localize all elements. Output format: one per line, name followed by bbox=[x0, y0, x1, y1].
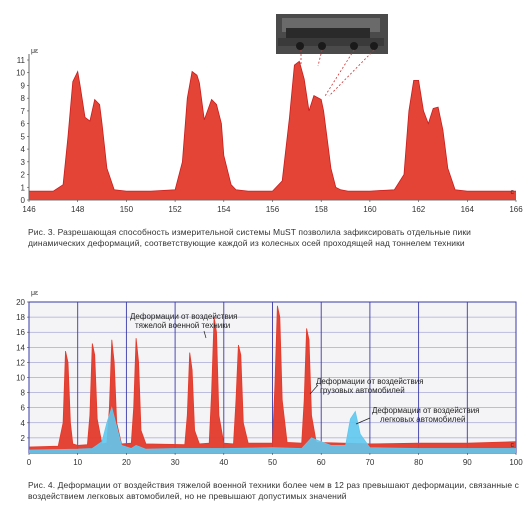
ytick-label: 18 bbox=[16, 313, 25, 322]
xtick-label: 158 bbox=[315, 205, 329, 214]
ytick-label: 2 bbox=[21, 171, 26, 180]
ytick-label: 4 bbox=[21, 145, 26, 154]
xtick-label: 150 bbox=[120, 205, 134, 214]
ytick-label: 5 bbox=[21, 132, 26, 141]
chart-wheel-axle-peaks: 0 1 2 3 4 5 6 7 8 9 10 11 146 148 150 152 154 156 158 160 16… bbox=[16, 48, 523, 214]
series-line-0 bbox=[28, 305, 517, 448]
annotation-trucks: Деформации от воздействия грузовых автом… bbox=[316, 377, 426, 395]
xtick-label: 164 bbox=[461, 205, 475, 214]
xtick-label: 166 bbox=[509, 205, 523, 214]
ytick-label: 11 bbox=[17, 56, 26, 65]
annotations: Деформации от воздействия тяжелой военно… bbox=[130, 312, 482, 425]
xtick-label: 40 bbox=[219, 458, 228, 467]
ytick-label: 2 bbox=[21, 434, 26, 443]
xtick-label: 152 bbox=[168, 205, 182, 214]
ytick-label: 0 bbox=[21, 196, 26, 205]
xtick-label: 20 bbox=[122, 458, 131, 467]
xtick-label: 100 bbox=[509, 458, 523, 467]
y-unit-label: με bbox=[31, 48, 38, 55]
xtick-label: 90 bbox=[463, 458, 472, 467]
caption-fig3: Рис. 3. Разрешающая способность измерите… bbox=[28, 227, 471, 248]
xtick-label: 30 bbox=[171, 458, 180, 467]
ytick-label: 12 bbox=[16, 358, 25, 367]
ytick-label: 16 bbox=[16, 328, 25, 337]
ytick-label: 10 bbox=[16, 374, 25, 383]
vehicle-photo bbox=[276, 14, 388, 97]
ytick-label: 3 bbox=[21, 158, 26, 167]
xtick-label: 70 bbox=[365, 458, 374, 467]
xtick-label: 154 bbox=[217, 205, 231, 214]
ytick-label: 8 bbox=[21, 94, 26, 103]
ytick-label: 6 bbox=[21, 120, 26, 129]
ytick-label: 6 bbox=[21, 404, 26, 413]
x-unit-label: c bbox=[511, 189, 515, 196]
xtick-label: 80 bbox=[414, 458, 423, 467]
chart-vehicle-deformations: 2 4 6 8 10 12 14 16 18 20 0 10 20 30 40 50 60 70 80 90 100 με… bbox=[16, 290, 523, 467]
x-unit-label: c bbox=[511, 442, 515, 449]
series-line-1 bbox=[28, 406, 516, 451]
ytick-label: 10 bbox=[16, 69, 25, 78]
xtick-label: 50 bbox=[268, 458, 277, 467]
caption-fig4: Рис. 4. Деформации от воздействия тяжело… bbox=[28, 480, 519, 501]
y-unit-label: με bbox=[31, 290, 38, 297]
ytick-label: 7 bbox=[21, 107, 26, 116]
xtick-label: 146 bbox=[22, 205, 36, 214]
annotation-heavy-military: Деформации от воздействия тяжелой военно… bbox=[130, 312, 240, 330]
xtick-label: 160 bbox=[363, 205, 377, 214]
ytick-label: 4 bbox=[21, 419, 26, 428]
xtick-label: 156 bbox=[266, 205, 280, 214]
ytick-label: 1 bbox=[21, 183, 26, 192]
ytick-label: 9 bbox=[21, 81, 26, 90]
ytick-label: 14 bbox=[16, 343, 25, 352]
series-line-0 bbox=[29, 60, 516, 192]
series-area-0 bbox=[29, 61, 516, 200]
ytick-label: 20 bbox=[16, 298, 25, 307]
xtick-label: 60 bbox=[317, 458, 326, 467]
annotation-cars: Деформации от воздействия легковых автом… bbox=[372, 406, 482, 424]
xtick-label: 162 bbox=[412, 205, 426, 214]
xtick-label: 0 bbox=[27, 458, 32, 467]
ytick-label: 8 bbox=[21, 389, 26, 398]
xtick-label: 10 bbox=[73, 458, 82, 467]
xtick-label: 148 bbox=[71, 205, 85, 214]
